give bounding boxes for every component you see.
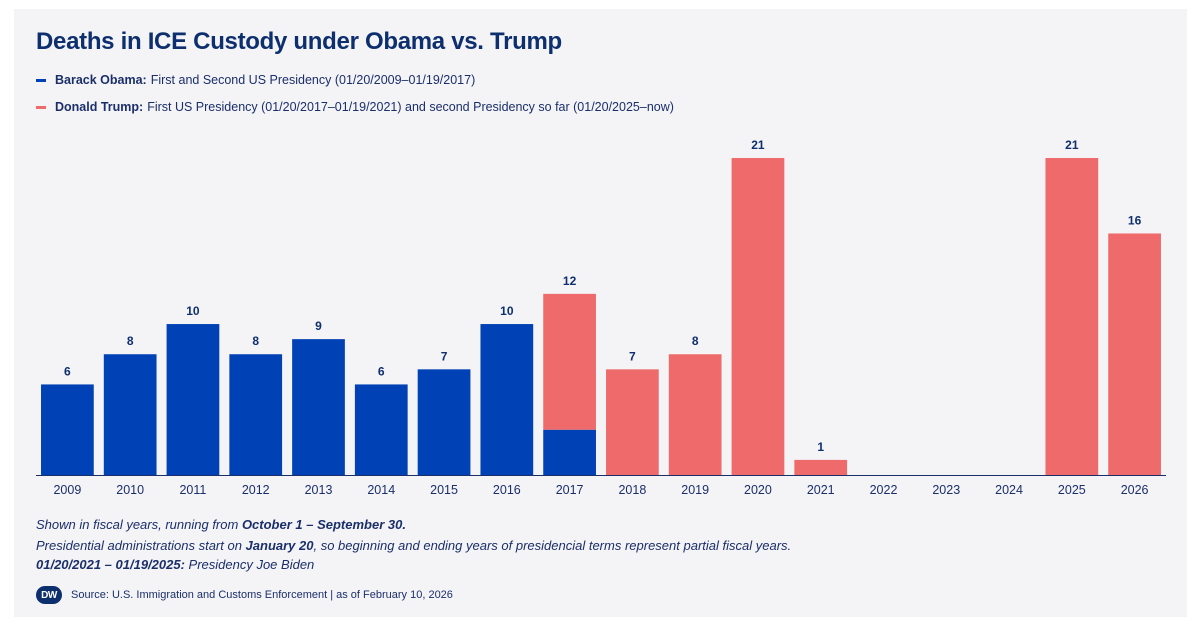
bar-2026-trump — [1108, 233, 1161, 475]
bar-2012-obama — [229, 354, 283, 475]
x-tick-label-2012: 2012 — [242, 483, 270, 497]
x-tick-label-2016: 2016 — [493, 483, 521, 497]
x-tick-label-2021: 2021 — [807, 483, 835, 497]
data-label-2019: 8 — [692, 334, 699, 348]
x-tick-label-2025: 2025 — [1058, 483, 1086, 497]
legend-desc-obama: First and Second US Presidency (01/20/20… — [150, 73, 476, 87]
x-tick-label-2023: 2023 — [932, 483, 960, 497]
bar-2025-trump — [1045, 158, 1099, 475]
x-tick-label-2011: 2011 — [179, 483, 206, 497]
dw-logo-icon: DW — [36, 586, 62, 604]
legend-item-obama: Barack Obama: First and Second US Presid… — [36, 73, 475, 87]
bar-2021-trump — [794, 459, 848, 475]
x-tick-label-2010: 2010 — [116, 483, 144, 497]
bar-2015-obama — [417, 369, 471, 475]
bar-2017-obama — [543, 429, 596, 475]
data-label-2010: 8 — [127, 334, 134, 348]
data-label-2026: 16 — [1128, 213, 1142, 227]
data-label-2015: 7 — [441, 349, 448, 363]
data-label-2018: 7 — [629, 349, 636, 363]
bar-2019-trump — [668, 354, 722, 475]
data-label-2012: 8 — [252, 334, 259, 348]
x-tick-label-2019: 2019 — [681, 483, 709, 497]
legend-swatch-trump — [36, 105, 46, 109]
x-tick-label-2024: 2024 — [995, 483, 1023, 497]
x-tick-label-2020: 2020 — [744, 483, 772, 497]
legend-name-trump: Donald Trump: — [55, 100, 144, 114]
bar-2018-trump — [606, 369, 659, 475]
bar-2016-obama — [480, 324, 534, 475]
chart-panel — [14, 9, 1187, 617]
footnote-fiscal-year: Shown in fiscal years, running from Octo… — [36, 517, 406, 532]
data-label-2014: 6 — [378, 364, 385, 378]
bar-2010-obama — [103, 354, 157, 475]
legend-desc-trump: First US Presidency (01/20/2017–01/19/20… — [147, 100, 674, 114]
data-label-2017: 12 — [563, 274, 577, 288]
x-tick-label-2018: 2018 — [618, 483, 646, 497]
data-label-2009: 6 — [64, 364, 71, 378]
data-label-2011: 10 — [186, 304, 200, 318]
data-label-2025: 21 — [1065, 138, 1079, 152]
legend-swatch-obama — [36, 78, 46, 82]
legend-item-trump: Donald Trump: First US Presidency (01/20… — [36, 100, 674, 114]
source-text: Source: U.S. Immigration and Customs Enf… — [71, 589, 453, 601]
bar-2020-trump — [731, 158, 785, 475]
bar-2013-obama — [292, 339, 345, 475]
x-tick-label-2026: 2026 — [1121, 483, 1149, 497]
x-tick-label-2009: 2009 — [53, 483, 81, 497]
data-label-2021: 1 — [817, 440, 824, 454]
legend-name-obama: Barack Obama: — [55, 73, 147, 87]
x-tick-label-2014: 2014 — [367, 483, 395, 497]
bar-2014-obama — [354, 384, 408, 475]
data-label-2020: 21 — [751, 138, 765, 152]
x-tick-label-2015: 2015 — [430, 483, 458, 497]
source-line: DW Source: U.S. Immigration and Customs … — [36, 586, 453, 604]
bar-2011-obama — [166, 324, 220, 475]
data-label-2016: 10 — [500, 304, 514, 318]
x-tick-label-2013: 2013 — [305, 483, 333, 497]
bar-2017-trump — [543, 293, 596, 430]
x-tick-label-2017: 2017 — [556, 483, 584, 497]
chart-title: Deaths in ICE Custody under Obama vs. Tr… — [36, 28, 562, 55]
footnote-administrations: Presidential administrations start on Ja… — [36, 538, 792, 553]
footnote-biden: 01/20/2021 – 01/19/2025: Presidency Joe … — [36, 557, 315, 572]
bar-2009-obama — [41, 384, 94, 475]
data-label-2013: 9 — [315, 319, 322, 333]
x-tick-label-2022: 2022 — [870, 483, 898, 497]
